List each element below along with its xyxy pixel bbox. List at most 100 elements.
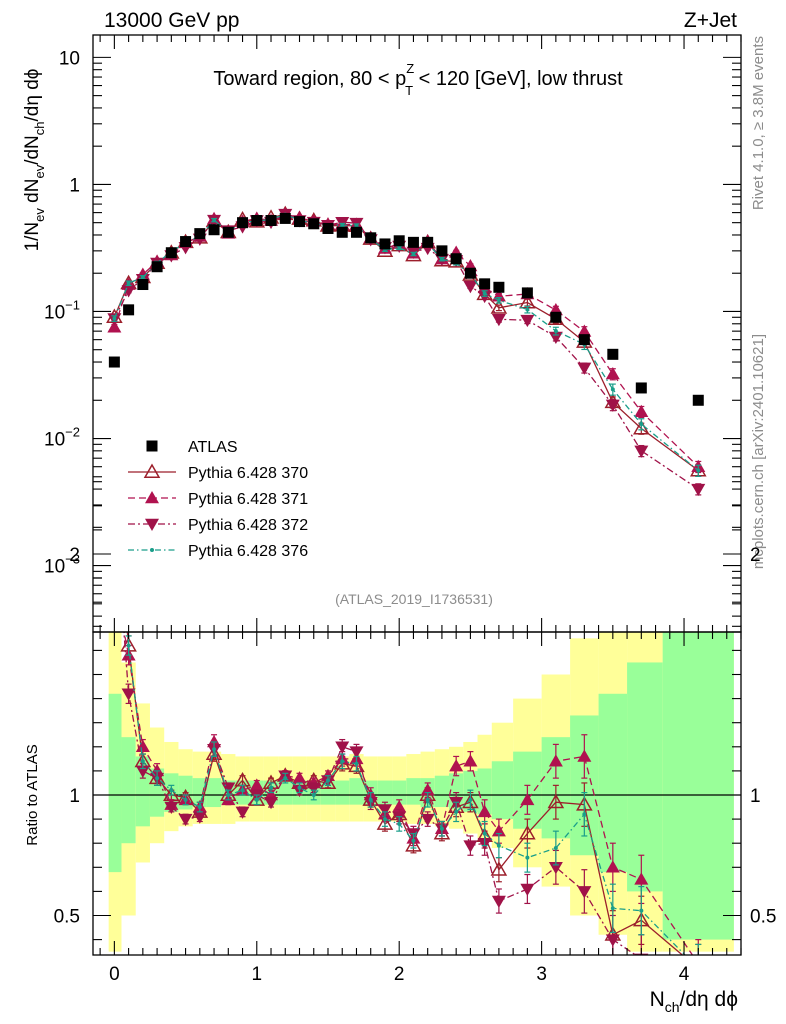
band-inner-bin [598, 693, 628, 873]
p372-point [520, 314, 535, 328]
p371-ratio-point [292, 771, 307, 784]
p376-ratio-point [696, 967, 700, 971]
p376-ratio-point [112, 504, 116, 508]
p372-ratio-point [377, 804, 392, 817]
p376-ratio-point [183, 797, 188, 802]
p376-point [354, 223, 359, 228]
p372-point [477, 290, 492, 304]
legend-label-p370: Pythia 6.428 370 [188, 465, 308, 482]
legend-label-p371: Pythia 6.428 371 [188, 491, 308, 508]
p376-point [610, 387, 615, 392]
legend-label-p372: Pythia 6.428 372 [188, 517, 308, 534]
p376-ratio-point [311, 793, 316, 797]
atlas-point [578, 334, 590, 346]
atlas-point [464, 267, 476, 279]
atlas-point [393, 235, 405, 247]
p376-ratio-point [155, 776, 160, 781]
p372-ratio-line [123, 632, 637, 955]
p376-point [482, 291, 487, 296]
p376-ratio-point [639, 908, 644, 913]
legend-item-p372: Pythia 6.428 372 [128, 517, 308, 534]
x-tick-label: 0 [109, 964, 120, 985]
legend-item-atlas: ATLAS [146, 439, 238, 456]
p371-ratio-point [392, 800, 407, 813]
atlas-point [151, 261, 163, 273]
axis-ticks: 0 1 2 3 4 10−3 10−2 10−1 1 10 0.5 0.5 1 1 2 2 [44, 35, 776, 985]
p376-point [553, 328, 558, 333]
x-tick-label: 1 [251, 964, 262, 985]
atlas-point [336, 226, 348, 238]
atlas-point [521, 287, 533, 299]
ratio-tick-label-right: 1 [750, 786, 761, 807]
legend-marker-p371 [145, 491, 159, 504]
p376-ratio-point [140, 759, 145, 764]
p371-ratio-point [449, 759, 464, 772]
p370-ratio-point [547, 793, 565, 809]
band-inner-bin [662, 632, 734, 940]
p370-ratio-point [519, 825, 536, 840]
p372-ratio-point [264, 796, 279, 810]
p376-ratio-point [411, 838, 416, 843]
series-p370 [106, 205, 707, 477]
atlas-point [322, 222, 334, 234]
p372-point [605, 399, 620, 412]
p376-ratio-point [382, 817, 387, 822]
p376-ratio-point [610, 906, 615, 911]
p371-ratio-point [548, 754, 563, 767]
p372-ratio-point [121, 688, 136, 701]
p371-point [634, 404, 649, 417]
p370-ratio-point [490, 861, 508, 876]
p372-ratio-point [577, 886, 592, 899]
p376-ratio-point [354, 761, 359, 766]
legend-item-p370: Pythia 6.428 370 [128, 463, 308, 482]
x-tick-label: 2 [394, 964, 405, 985]
p371-point [605, 366, 620, 380]
legend: ATLAS Pythia 6.428 370 Pythia 6.428 371 Pyt… [128, 439, 308, 560]
band-inner-bin [406, 778, 421, 805]
p371-ratio-point [477, 804, 492, 818]
p376-ratio-point [582, 812, 587, 817]
p376-ratio-point [553, 846, 558, 851]
p372-point [548, 331, 563, 344]
atlas-point [180, 236, 192, 248]
p376-ratio-point [283, 776, 288, 781]
legend-item-p371: Pythia 6.428 371 [128, 491, 308, 508]
p376-ratio-point [254, 797, 259, 802]
p376-ratio-point [212, 747, 217, 752]
p372-point [634, 445, 649, 458]
p371-line [113, 213, 699, 468]
header-energy: 13000 GeV pp [104, 9, 239, 32]
p376-point [397, 245, 402, 250]
p372-ratio-point [178, 813, 193, 827]
ratio-tick-label-right: 0.5 [750, 907, 776, 928]
p372-ratio-point [306, 782, 321, 795]
p372-ratio-point [349, 746, 364, 759]
atlas-point [123, 304, 135, 316]
atlas-point [222, 226, 234, 238]
p372-point [491, 314, 506, 327]
ratio-panel-frame [92, 631, 742, 956]
band-inner-bin [206, 778, 222, 808]
p372-ratio-point [107, 501, 121, 513]
atlas-point [108, 356, 120, 368]
p372-ratio-point [420, 813, 435, 827]
p376-ratio-point [439, 826, 444, 831]
p376-ratio-point [226, 793, 231, 797]
band-inner-bin [108, 693, 122, 873]
p376-ratio-point [269, 785, 274, 790]
atlas-point [407, 236, 419, 248]
p370-ratio-point [405, 837, 422, 852]
p370-ratio-point [107, 484, 121, 496]
ratio-tick-label-left: 2 [69, 545, 80, 566]
atlas-point [279, 212, 291, 224]
p376-ratio-point [496, 843, 501, 848]
p376-point [212, 218, 217, 223]
p376-ratio-point [126, 643, 131, 648]
p376-ratio-point [240, 788, 245, 793]
p376-line [113, 214, 699, 472]
legend-label-atlas: ATLAS [188, 439, 238, 456]
legend-marker-p370 [143, 463, 161, 478]
atlas-point [237, 217, 249, 229]
band-inner-bin [477, 768, 492, 815]
